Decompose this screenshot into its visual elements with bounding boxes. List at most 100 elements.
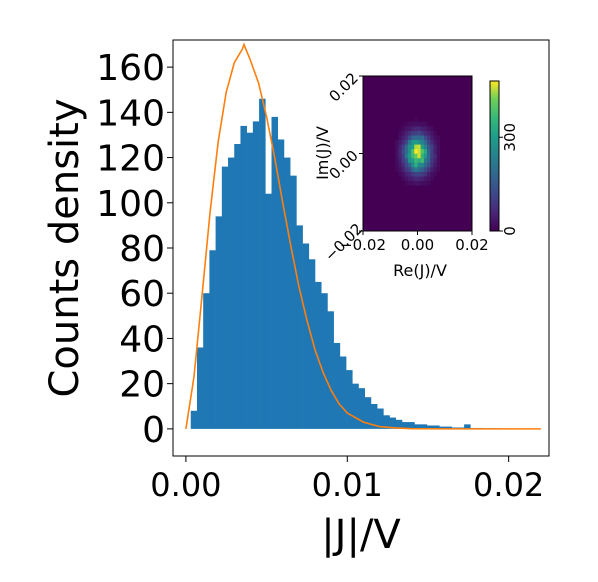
heatmap-cell — [395, 148, 399, 154]
heatmap-cell — [423, 135, 428, 141]
heatmap-cell — [417, 148, 421, 154]
heatmap-cell — [423, 153, 428, 159]
heatmap-cell — [414, 130, 418, 136]
heatmap-cell — [407, 158, 412, 163]
histogram-bar — [265, 193, 272, 429]
colorbar-tick-label: 0 — [501, 226, 519, 236]
heatmap-cell — [417, 135, 421, 141]
heatmap-cell — [417, 153, 421, 159]
heatmap-cell — [411, 139, 415, 145]
heatmap-cell — [398, 162, 402, 168]
heatmap-cell — [398, 171, 402, 177]
heatmap-cell — [417, 144, 421, 150]
y-tick-label: 140 — [96, 93, 165, 134]
histogram-bar — [389, 417, 397, 429]
heatmap-cells — [395, 117, 441, 186]
histogram-bar — [228, 157, 235, 429]
x-tick-label: 0.01 — [312, 466, 383, 504]
heatmap-cell — [417, 180, 421, 186]
histogram-bar — [401, 422, 409, 429]
heatmap-cell — [423, 171, 428, 177]
heatmap-cell — [414, 158, 418, 163]
heatmap-cell — [423, 180, 428, 186]
histogram-bar — [271, 116, 279, 429]
heatmap-cell — [401, 153, 405, 159]
heatmap-cell — [411, 180, 415, 186]
heatmap-cell — [401, 158, 405, 163]
histogram-bar — [414, 424, 421, 429]
y-tick-label: 20 — [119, 365, 165, 406]
heatmap-cell — [404, 180, 409, 186]
histogram-bar — [203, 293, 210, 429]
heatmap-cell — [395, 139, 399, 145]
heatmap-cell — [417, 121, 421, 127]
heatmap-cell — [401, 148, 405, 154]
heatmap-cell — [436, 153, 441, 159]
heatmap-cell — [401, 139, 405, 145]
histogram-bar — [240, 125, 247, 429]
heatmap-cell — [407, 171, 412, 177]
heatmap-cell — [430, 130, 434, 136]
heatmap-cell — [407, 126, 412, 131]
heatmap-cell — [414, 126, 418, 131]
heatmap-cell — [404, 126, 409, 131]
histogram-bar — [339, 356, 347, 429]
heatmap-cell — [404, 139, 409, 145]
histogram-bar — [426, 425, 434, 429]
heatmap-cell — [407, 139, 412, 145]
heatmap-cell — [427, 139, 431, 145]
x-axis-ticks: 0.00 0.01 0.02 — [150, 456, 544, 504]
heatmap-cell — [395, 162, 399, 168]
histogram-bar — [370, 404, 378, 429]
histogram-bar — [196, 347, 204, 429]
heatmap-cell — [414, 162, 418, 168]
heatmap-cell — [414, 144, 418, 150]
heatmap-cell — [427, 153, 431, 159]
heatmap-cell — [417, 171, 421, 177]
histogram-bar — [420, 424, 428, 429]
heatmap-cell — [398, 158, 402, 163]
histogram-bar — [333, 342, 341, 429]
heatmap-cell — [404, 153, 409, 159]
heatmap-cell — [430, 153, 434, 159]
inset-x-tick-label: 0.00 — [401, 236, 434, 254]
heatmap-cell — [430, 126, 434, 131]
heatmap-cell — [423, 176, 428, 182]
inset-x-label: Re(J)/V — [393, 261, 447, 280]
histogram-bar — [352, 383, 359, 429]
y-tick-label: 160 — [96, 48, 165, 89]
heatmap-cell — [404, 158, 409, 163]
heatmap-cell — [414, 121, 418, 127]
heatmap-cell — [427, 126, 431, 131]
heatmap-cell — [417, 130, 421, 136]
heatmap-cell — [433, 135, 437, 141]
heatmap-cell — [401, 135, 405, 141]
heatmap-cell — [433, 130, 437, 136]
histogram-bar — [315, 281, 322, 429]
heatmap-cell — [411, 158, 415, 163]
heatmap-cell — [433, 171, 437, 177]
heatmap-cell — [430, 158, 434, 163]
heatmap-cell — [417, 158, 421, 163]
heatmap-cell — [427, 167, 431, 172]
heatmap-cell — [423, 121, 428, 127]
y-axis-label: Counts density — [42, 98, 88, 397]
y-tick-label: 100 — [96, 184, 165, 225]
heatmap-cell — [417, 176, 421, 182]
heatmap-cell — [398, 153, 402, 159]
heatmap-cell — [407, 162, 412, 168]
heatmap-cell — [395, 153, 399, 159]
histogram-bar — [395, 419, 403, 429]
histogram-bar — [439, 426, 446, 429]
heatmap-cell — [420, 135, 425, 141]
heatmap-cell — [404, 162, 409, 168]
y-tick-label: 40 — [119, 319, 165, 360]
heatmap-cell — [420, 126, 425, 131]
y-tick-label: 120 — [96, 139, 165, 180]
heatmap-cell — [436, 162, 441, 168]
heatmap-cell — [430, 176, 434, 182]
heatmap-cell — [433, 158, 437, 163]
heatmap-cell — [414, 135, 418, 141]
heatmap-cell — [417, 126, 421, 131]
heatmap-cell — [436, 144, 441, 150]
